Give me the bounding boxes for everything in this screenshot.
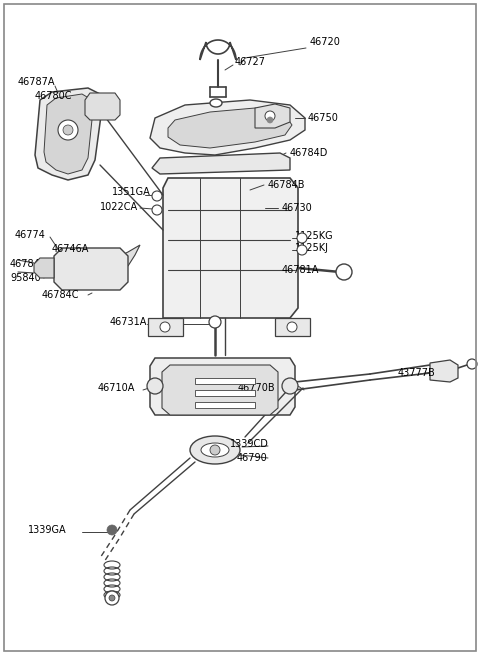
Circle shape (160, 322, 170, 332)
Circle shape (209, 316, 221, 328)
Text: 1022CA: 1022CA (100, 202, 138, 212)
Text: 46781A: 46781A (282, 265, 319, 275)
Circle shape (210, 445, 220, 455)
Text: 46730: 46730 (282, 203, 313, 213)
Text: 95840: 95840 (10, 273, 41, 283)
Text: 43777B: 43777B (398, 368, 436, 378)
Text: 46750: 46750 (308, 113, 339, 123)
Polygon shape (54, 248, 128, 290)
Text: 46774: 46774 (15, 230, 46, 240)
Text: 1351GA: 1351GA (112, 187, 151, 197)
Circle shape (109, 595, 115, 601)
Text: 1125KJ: 1125KJ (295, 243, 329, 253)
Text: 46787A: 46787A (18, 77, 56, 87)
Circle shape (63, 125, 73, 135)
Text: 46727: 46727 (235, 57, 266, 67)
Circle shape (58, 120, 78, 140)
Circle shape (147, 378, 163, 394)
Bar (275, 318, 310, 336)
Polygon shape (430, 360, 458, 382)
Polygon shape (34, 258, 54, 278)
Text: 46746A: 46746A (52, 244, 89, 254)
Circle shape (265, 111, 275, 121)
Polygon shape (150, 100, 305, 155)
Bar (195, 378, 255, 384)
Polygon shape (120, 245, 140, 266)
Circle shape (267, 117, 273, 123)
Text: 46784B: 46784B (268, 180, 305, 190)
Polygon shape (150, 358, 295, 415)
Polygon shape (162, 365, 278, 415)
Bar (195, 390, 255, 396)
Circle shape (336, 264, 352, 280)
Text: 46780C: 46780C (35, 91, 72, 101)
Circle shape (152, 191, 162, 201)
Ellipse shape (201, 443, 229, 457)
Text: 46784C: 46784C (42, 290, 80, 300)
Circle shape (282, 378, 298, 394)
Ellipse shape (190, 436, 240, 464)
Text: 46784: 46784 (10, 259, 41, 269)
Circle shape (467, 359, 477, 369)
Text: 1125KG: 1125KG (295, 231, 334, 241)
Text: 46720: 46720 (310, 37, 341, 47)
Circle shape (152, 205, 162, 215)
Text: 46784D: 46784D (290, 148, 328, 158)
Text: 46790: 46790 (237, 453, 268, 463)
Polygon shape (152, 153, 290, 174)
Text: 1339GA: 1339GA (28, 525, 67, 535)
Text: 46731A: 46731A (110, 317, 147, 327)
Bar (148, 318, 183, 336)
Circle shape (107, 525, 117, 535)
Circle shape (105, 591, 119, 605)
Circle shape (287, 322, 297, 332)
Bar (195, 402, 255, 408)
Ellipse shape (210, 99, 222, 107)
Circle shape (297, 233, 307, 243)
Circle shape (297, 245, 307, 255)
Polygon shape (200, 40, 236, 60)
Text: 46770B: 46770B (238, 383, 276, 393)
Polygon shape (44, 94, 93, 174)
Polygon shape (35, 88, 102, 180)
Polygon shape (255, 104, 290, 128)
Polygon shape (85, 93, 120, 120)
Text: 1339CD: 1339CD (230, 439, 269, 449)
Polygon shape (168, 108, 292, 148)
Polygon shape (163, 178, 298, 318)
Text: 46710A: 46710A (98, 383, 135, 393)
